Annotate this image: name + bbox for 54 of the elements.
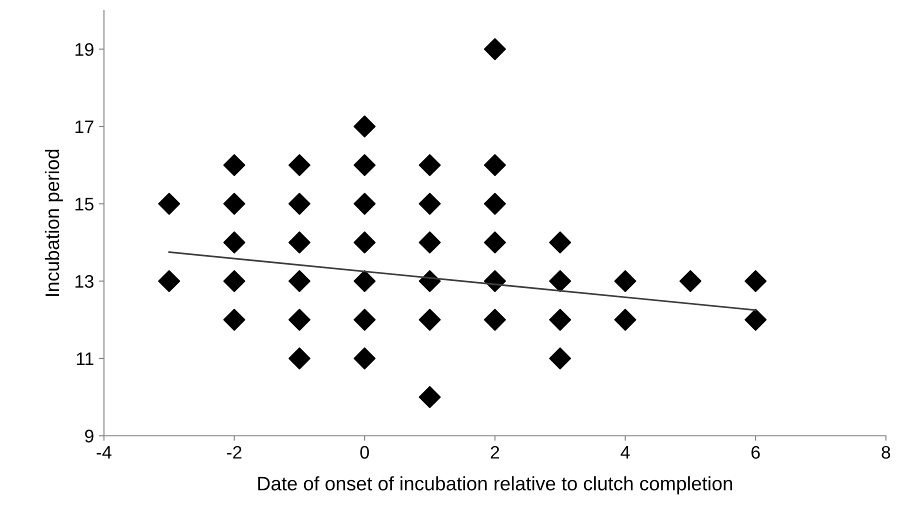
x-tick-label: -2 [227,446,242,459]
point [418,154,441,176]
point [354,231,376,254]
x-tick-label: 2 [490,446,500,459]
point [223,154,246,176]
point [614,270,636,292]
x-tick-label: 4 [620,446,630,459]
y-axis-title: Incubation period [44,150,64,296]
point [418,231,441,254]
point [354,270,376,292]
x-axis-title: Date of onset of incubation relative to clutch completion [258,476,732,494]
point [418,386,441,408]
point [744,308,767,331]
x-tick-label: -4 [96,446,112,459]
point [158,270,180,292]
y-tick-label: 19 [76,43,94,56]
y-tick-label: 15 [76,198,94,211]
point [549,308,572,331]
point [288,270,310,292]
point [354,192,376,215]
point [484,192,506,215]
point [354,154,376,176]
y-tick-label: 13 [76,275,94,288]
point [223,231,246,254]
y-tick-label: 9 [85,430,94,442]
x-tick-label: 8 [882,446,890,459]
x-tick-label: 6 [751,446,760,459]
point [354,347,376,370]
point [484,231,506,254]
point [158,192,180,215]
point [223,270,246,292]
point [484,154,506,176]
point [288,192,310,215]
point [354,308,376,331]
point [744,270,767,292]
point [223,308,246,331]
point [549,347,572,370]
y-tick-label: 17 [76,120,94,134]
point [354,115,376,138]
x-tick-label: 0 [360,446,369,459]
point [549,231,572,254]
point [484,308,506,331]
point [288,308,310,331]
point [288,231,310,254]
point [288,154,310,176]
point [614,308,636,331]
point [223,192,246,215]
point [549,270,572,292]
point [418,192,441,215]
point [679,270,702,292]
point [484,38,506,60]
point [418,308,441,331]
point [288,347,310,370]
y-tick-label: 11 [76,352,94,365]
